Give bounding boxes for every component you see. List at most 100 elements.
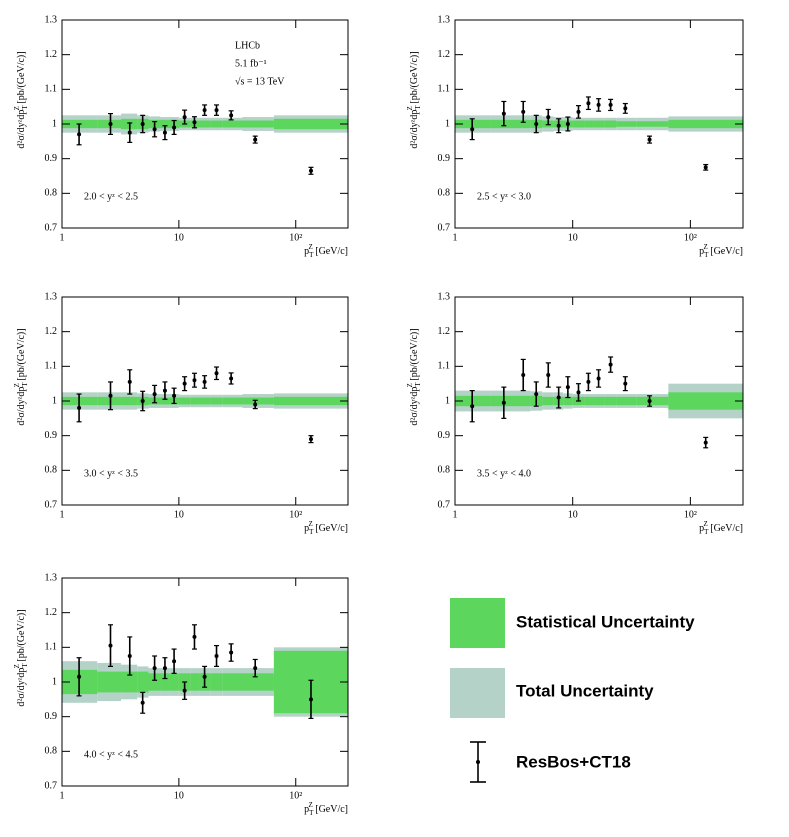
data-point: [565, 116, 571, 132]
y-axis-label-sub: T: [21, 663, 29, 668]
y-axis-label-main: d²σ/dyᶻdp: [16, 668, 27, 707]
stat-band: [542, 396, 554, 406]
x-tick-label: 10: [568, 232, 578, 243]
data-point: [308, 435, 314, 444]
point: [623, 106, 628, 111]
stat-band: [160, 673, 170, 691]
stat-band: [121, 671, 138, 693]
point: [152, 666, 157, 671]
data-point: [202, 375, 208, 389]
stat-band: [210, 120, 223, 128]
point: [172, 393, 177, 398]
point: [202, 108, 207, 113]
legend-swatch: [450, 668, 505, 718]
data-point: [252, 658, 258, 678]
data-point: [469, 118, 475, 141]
point: [229, 650, 234, 655]
data-point: [214, 366, 220, 381]
point: [172, 659, 177, 664]
data-point: [202, 665, 208, 688]
x-axis-label: pTZ [GeV/c]: [699, 243, 743, 259]
data-point: [152, 384, 158, 404]
data-point: [608, 356, 614, 373]
data-point: [252, 399, 258, 410]
y-tick-label: 1: [52, 676, 57, 687]
y-tick-label: 0.8: [45, 746, 58, 757]
y-tick-label: 1.3: [438, 291, 451, 302]
data-point: [501, 386, 507, 419]
data-point: [162, 657, 168, 680]
stat-band: [137, 671, 149, 693]
x-tick-label: 1: [60, 509, 65, 520]
stat-band: [273, 118, 348, 130]
x-tick-label: 10²: [684, 509, 697, 520]
point: [608, 102, 613, 107]
data-point: [565, 376, 571, 399]
y-tick-label: 1.1: [45, 84, 58, 95]
y-tick-label: 1.1: [438, 84, 451, 95]
annotation: √s = 13 TeV: [235, 76, 285, 87]
stat-band: [572, 120, 585, 128]
y-axis-label: d²σ/dyᶻdpTZ [pb/(GeV/c)]: [13, 609, 29, 706]
point: [596, 102, 601, 107]
data-point: [191, 372, 197, 388]
data-point: [545, 108, 551, 126]
point: [576, 109, 581, 114]
stat-band: [584, 120, 594, 128]
point: [152, 127, 157, 132]
x-axis-label-sup: Z: [703, 520, 707, 528]
x-tick-label: 10: [174, 790, 184, 801]
data-point: [308, 166, 314, 175]
point: [546, 373, 551, 377]
y-tick-label: 1.3: [45, 291, 58, 302]
data-point: [171, 648, 177, 674]
x-axis-label-sup: Z: [308, 520, 312, 528]
point: [182, 381, 187, 386]
y-axis-label-sub: T: [414, 105, 422, 110]
stat-band: [514, 395, 531, 407]
stat-band: [273, 396, 348, 406]
data-point: [140, 390, 146, 412]
point: [308, 437, 313, 442]
y-tick-label: 1.2: [45, 607, 58, 618]
data-point: [162, 381, 168, 400]
x-axis-label-main: p: [699, 246, 704, 257]
y-axis-label: d²σ/dyᶻdpTZ [pb/(GeV/c)]: [406, 328, 422, 425]
point: [127, 130, 132, 135]
y-axis-label-main: d²σ/dyᶻdp: [16, 387, 27, 426]
x-axis-label-sup: Z: [308, 243, 312, 251]
x-axis-label-sub: T: [309, 251, 314, 259]
y-tick-label: 0.9: [438, 153, 451, 164]
x-tick-label: 10: [174, 232, 184, 243]
point: [214, 371, 219, 376]
point: [586, 101, 591, 106]
data-point: [585, 372, 591, 392]
data-point: [308, 679, 314, 720]
data-point: [469, 390, 475, 423]
point: [534, 392, 539, 397]
stat-band: [199, 397, 211, 405]
point: [647, 137, 652, 142]
data-point: [556, 386, 562, 409]
point: [565, 122, 570, 126]
stat-band: [593, 120, 605, 128]
x-tick-label: 10²: [684, 232, 697, 243]
data-point: [152, 120, 158, 138]
y-axis-label-main: d²σ/dyᶻdp: [409, 387, 420, 426]
point: [253, 137, 258, 142]
y-axis-label-sup: Z: [13, 383, 21, 387]
data-point: [127, 636, 133, 676]
x-axis-label-main: p: [304, 804, 309, 815]
data-point: [107, 381, 113, 411]
stat-band: [490, 395, 515, 407]
data-point: [214, 644, 220, 668]
y-tick-label: 1.2: [45, 326, 58, 337]
data-point: [127, 122, 133, 143]
data-point: [171, 119, 177, 135]
point: [77, 132, 82, 137]
y-axis-label-unit: [pb/(GeV/c)]: [16, 328, 27, 383]
point: [192, 378, 197, 383]
x-axis-label-unit: [GeV/c]: [313, 804, 348, 815]
data-point: [520, 358, 526, 392]
